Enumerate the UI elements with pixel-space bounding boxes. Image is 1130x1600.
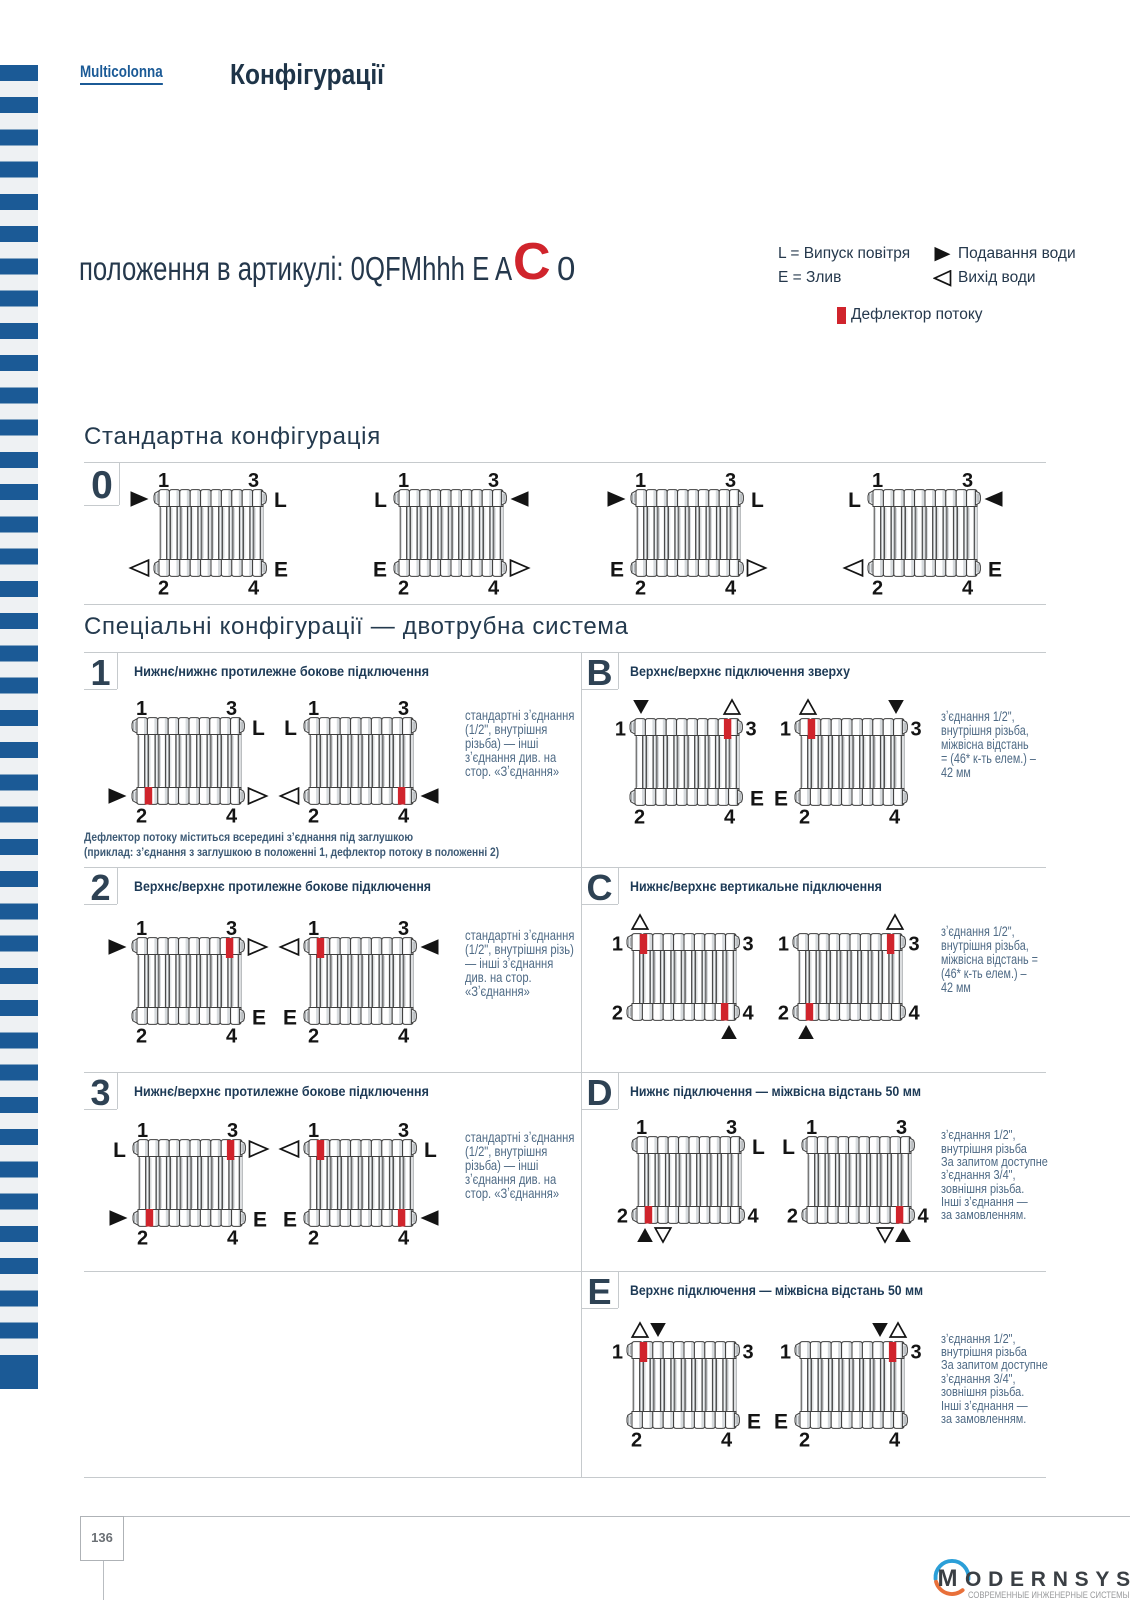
svg-text:1: 1 bbox=[778, 934, 789, 956]
svg-text:E: E bbox=[774, 1411, 788, 1434]
svg-text:3: 3 bbox=[398, 1120, 409, 1142]
svg-text:4: 4 bbox=[248, 578, 260, 600]
svg-text:1: 1 bbox=[136, 698, 147, 720]
svg-text:4: 4 bbox=[918, 1206, 930, 1228]
svg-text:4: 4 bbox=[724, 807, 736, 829]
svg-text:1: 1 bbox=[612, 934, 623, 956]
svg-text:L: L bbox=[374, 489, 387, 512]
svg-text:3: 3 bbox=[962, 470, 973, 492]
svg-text:3: 3 bbox=[248, 470, 259, 492]
svg-text:4: 4 bbox=[488, 578, 500, 600]
svg-text:2: 2 bbox=[635, 578, 646, 600]
svg-text:2: 2 bbox=[136, 1026, 147, 1048]
svg-text:СОВРЕМЕННЫЕ ИНЖЕНЕРНЫЕ СИСТЕМЫ: СОВРЕМЕННЫЕ ИНЖЕНЕРНЫЕ СИСТЕМЫ bbox=[968, 1589, 1129, 1600]
svg-text:1: 1 bbox=[636, 1117, 647, 1139]
svg-text:2: 2 bbox=[617, 1206, 628, 1228]
svg-text:M: M bbox=[938, 1565, 958, 1592]
svg-text:2: 2 bbox=[398, 578, 409, 600]
svg-text:2: 2 bbox=[158, 578, 169, 600]
svg-text:2: 2 bbox=[612, 1003, 623, 1025]
svg-text:4: 4 bbox=[748, 1206, 760, 1228]
svg-text:4: 4 bbox=[398, 1228, 410, 1250]
svg-text:1: 1 bbox=[308, 918, 319, 940]
svg-text:4: 4 bbox=[889, 807, 901, 829]
svg-text:L: L bbox=[848, 489, 861, 512]
svg-text:L: L bbox=[252, 717, 265, 740]
svg-text:4: 4 bbox=[226, 1026, 238, 1048]
svg-text:2: 2 bbox=[308, 806, 319, 828]
svg-text:2: 2 bbox=[308, 1026, 319, 1048]
svg-text:4: 4 bbox=[721, 1430, 733, 1452]
svg-text:L: L bbox=[284, 717, 297, 740]
svg-text:2: 2 bbox=[799, 1430, 810, 1452]
svg-text:L: L bbox=[752, 1136, 765, 1159]
svg-text:4: 4 bbox=[889, 1430, 901, 1452]
svg-text:2: 2 bbox=[872, 578, 883, 600]
svg-text:2: 2 bbox=[787, 1206, 798, 1228]
svg-text:4: 4 bbox=[227, 1228, 239, 1250]
svg-text:3: 3 bbox=[896, 1117, 907, 1139]
svg-text:3: 3 bbox=[746, 719, 757, 741]
svg-text:E: E bbox=[253, 1209, 267, 1232]
svg-text:1: 1 bbox=[806, 1117, 817, 1139]
svg-text:3: 3 bbox=[911, 719, 922, 741]
svg-text:3: 3 bbox=[226, 918, 237, 940]
svg-text:3: 3 bbox=[398, 698, 409, 720]
svg-text:2: 2 bbox=[308, 1228, 319, 1250]
svg-text:3: 3 bbox=[226, 698, 237, 720]
svg-text:1: 1 bbox=[780, 719, 791, 741]
svg-text:2: 2 bbox=[634, 807, 645, 829]
svg-text:2: 2 bbox=[137, 1228, 148, 1250]
svg-text:3: 3 bbox=[743, 934, 754, 956]
svg-text:4: 4 bbox=[398, 806, 410, 828]
svg-text:4: 4 bbox=[909, 1003, 921, 1025]
svg-text:1: 1 bbox=[308, 1120, 319, 1142]
svg-text:L: L bbox=[274, 489, 287, 512]
svg-text:4: 4 bbox=[962, 578, 974, 600]
svg-text:1: 1 bbox=[780, 1342, 791, 1364]
svg-text:3: 3 bbox=[725, 470, 736, 492]
svg-text:E: E bbox=[283, 1209, 297, 1232]
svg-text:1: 1 bbox=[158, 470, 169, 492]
svg-text:2: 2 bbox=[136, 806, 147, 828]
svg-text:4: 4 bbox=[725, 578, 737, 600]
svg-text:3: 3 bbox=[909, 934, 920, 956]
svg-text:ODERNSYS: ODERNSYS bbox=[965, 1568, 1130, 1591]
svg-text:1: 1 bbox=[615, 719, 626, 741]
svg-text:E: E bbox=[373, 559, 387, 582]
svg-text:L: L bbox=[424, 1139, 437, 1162]
svg-text:3: 3 bbox=[227, 1120, 238, 1142]
svg-text:1: 1 bbox=[612, 1342, 623, 1364]
svg-text:4: 4 bbox=[743, 1003, 755, 1025]
svg-text:E: E bbox=[747, 1411, 761, 1434]
svg-text:L: L bbox=[113, 1139, 126, 1162]
svg-text:2: 2 bbox=[799, 807, 810, 829]
svg-text:3: 3 bbox=[398, 918, 409, 940]
svg-text:1: 1 bbox=[635, 470, 646, 492]
svg-text:E: E bbox=[274, 559, 288, 582]
svg-text:3: 3 bbox=[743, 1342, 754, 1364]
svg-text:1: 1 bbox=[136, 918, 147, 940]
svg-text:1: 1 bbox=[398, 470, 409, 492]
svg-text:3: 3 bbox=[726, 1117, 737, 1139]
svg-text:2: 2 bbox=[778, 1003, 789, 1025]
svg-text:E: E bbox=[283, 1007, 297, 1030]
svg-text:2: 2 bbox=[631, 1430, 642, 1452]
svg-text:L: L bbox=[782, 1136, 795, 1159]
svg-text:4: 4 bbox=[226, 806, 238, 828]
svg-text:E: E bbox=[610, 559, 624, 582]
svg-text:E: E bbox=[774, 788, 788, 811]
svg-text:1: 1 bbox=[872, 470, 883, 492]
svg-text:3: 3 bbox=[911, 1342, 922, 1364]
svg-text:E: E bbox=[252, 1007, 266, 1030]
svg-text:E: E bbox=[750, 788, 764, 811]
svg-text:3: 3 bbox=[488, 470, 499, 492]
svg-text:L: L bbox=[751, 489, 764, 512]
svg-text:1: 1 bbox=[137, 1120, 148, 1142]
svg-text:E: E bbox=[988, 559, 1002, 582]
svg-text:1: 1 bbox=[308, 698, 319, 720]
svg-text:4: 4 bbox=[398, 1026, 410, 1048]
